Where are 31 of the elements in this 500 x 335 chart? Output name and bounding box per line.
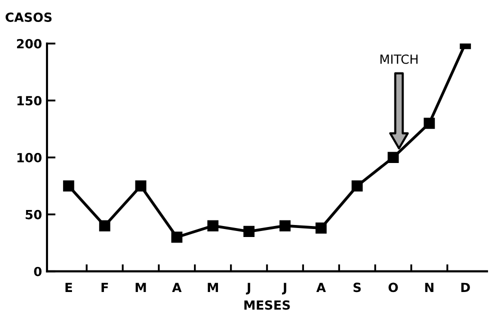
y-tick-label: 50 xyxy=(26,210,42,220)
x-tick-label: J xyxy=(282,282,286,294)
y-tick-label: 0 xyxy=(34,266,42,276)
x-tick-label: F xyxy=(102,282,108,292)
x-tick-label: O xyxy=(388,282,398,292)
x-tick-label: A xyxy=(172,282,182,292)
point xyxy=(207,220,218,232)
x-tick-label: M xyxy=(208,282,218,292)
point xyxy=(352,180,363,192)
x-tick-label: E xyxy=(66,282,72,292)
point xyxy=(171,232,182,243)
y-tick-label: 200 xyxy=(17,39,42,48)
point xyxy=(243,226,255,238)
point xyxy=(63,180,74,192)
x-tick-label: M xyxy=(136,282,146,292)
x-tick-label: A xyxy=(316,282,326,292)
annotation: MITCH xyxy=(380,54,418,64)
x-axis-title: MESES xyxy=(244,300,290,310)
y-tick-label: 150 xyxy=(17,96,42,106)
point xyxy=(316,222,327,234)
point xyxy=(279,220,291,232)
x-tick-label: N xyxy=(425,282,434,292)
point xyxy=(135,180,146,192)
x-tick-label: J xyxy=(246,282,250,294)
y-tick-label: 100 xyxy=(17,152,42,162)
point xyxy=(388,152,399,164)
x-tick-label: D xyxy=(461,282,470,292)
y-axis-title: CASOS xyxy=(6,12,52,22)
point xyxy=(99,220,110,232)
x-tick-label: S xyxy=(354,282,361,292)
point xyxy=(424,118,435,129)
